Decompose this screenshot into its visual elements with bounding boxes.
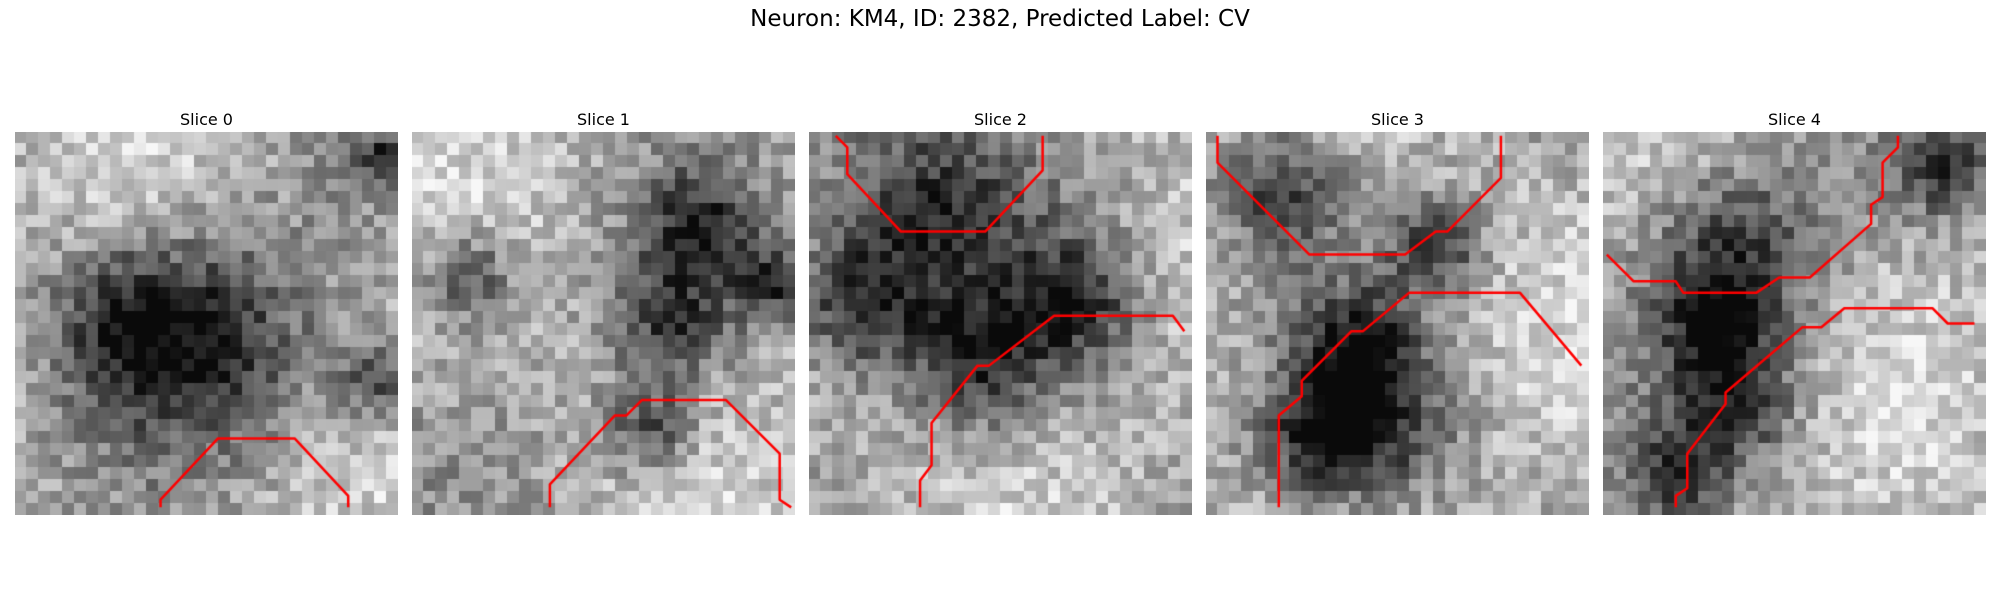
slice-image-1 bbox=[412, 132, 795, 515]
slice-title-2: Slice 2 bbox=[974, 110, 1027, 129]
slice-panel-2: Slice 2 bbox=[809, 108, 1192, 515]
slice-title-0: Slice 0 bbox=[180, 110, 233, 129]
slice-panel-1: Slice 1 bbox=[412, 108, 795, 515]
figure-title: Neuron: KM4, ID: 2382, Predicted Label: … bbox=[750, 6, 1250, 32]
slice-title-4: Slice 4 bbox=[1768, 110, 1821, 129]
slice-title-3: Slice 3 bbox=[1371, 110, 1424, 129]
slice-panel-0: Slice 0 bbox=[15, 108, 398, 515]
slice-image-4 bbox=[1603, 132, 1986, 515]
slice-image-3 bbox=[1206, 132, 1589, 515]
slice-title-1: Slice 1 bbox=[577, 110, 630, 129]
slice-image-0 bbox=[15, 132, 398, 515]
slice-panel-4: Slice 4 bbox=[1603, 108, 1986, 515]
slice-image-2 bbox=[809, 132, 1192, 515]
slice-panel-3: Slice 3 bbox=[1206, 108, 1589, 515]
